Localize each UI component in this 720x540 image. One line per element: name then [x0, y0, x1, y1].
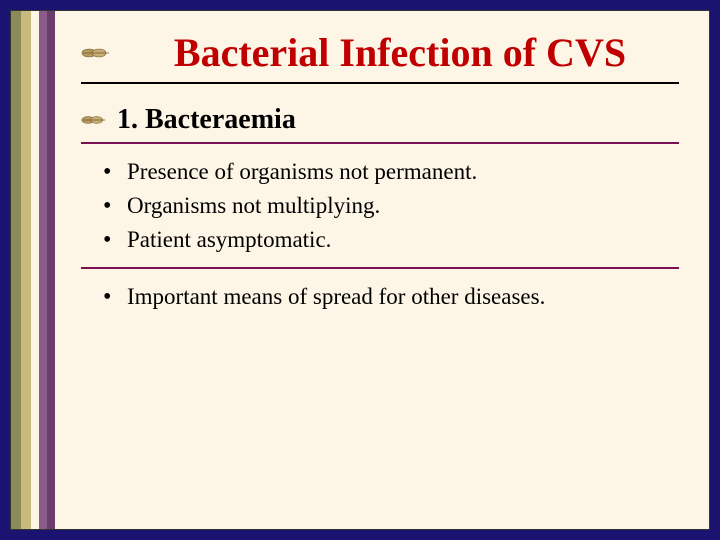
- leaf-icon: [81, 113, 111, 127]
- slide-title: Bacterial Infection of CVS: [121, 29, 679, 76]
- bullet-divider: [81, 267, 679, 269]
- slide-content: Bacterial Infection of CVS 1. Bacteraemi…: [81, 29, 679, 315]
- slide: Bacterial Infection of CVS 1. Bacteraemi…: [10, 10, 710, 530]
- bullet-item: Important means of spread for other dise…: [103, 281, 679, 313]
- slide-subtitle: 1. Bacteraemia: [117, 104, 296, 136]
- bullet-list: Presence of organisms not permanent. Org…: [103, 156, 679, 313]
- subtitle-underline: [81, 142, 679, 144]
- bullet-item: Organisms not multiplying.: [103, 190, 679, 222]
- bullet-item: Presence of organisms not permanent.: [103, 156, 679, 188]
- title-row: Bacterial Infection of CVS: [81, 29, 679, 76]
- subtitle-row: 1. Bacteraemia: [81, 104, 679, 136]
- title-underline: [81, 82, 679, 84]
- bullet-item: Patient asymptomatic.: [103, 224, 679, 256]
- leaf-icon: [81, 45, 111, 61]
- left-border-accent: [11, 11, 63, 529]
